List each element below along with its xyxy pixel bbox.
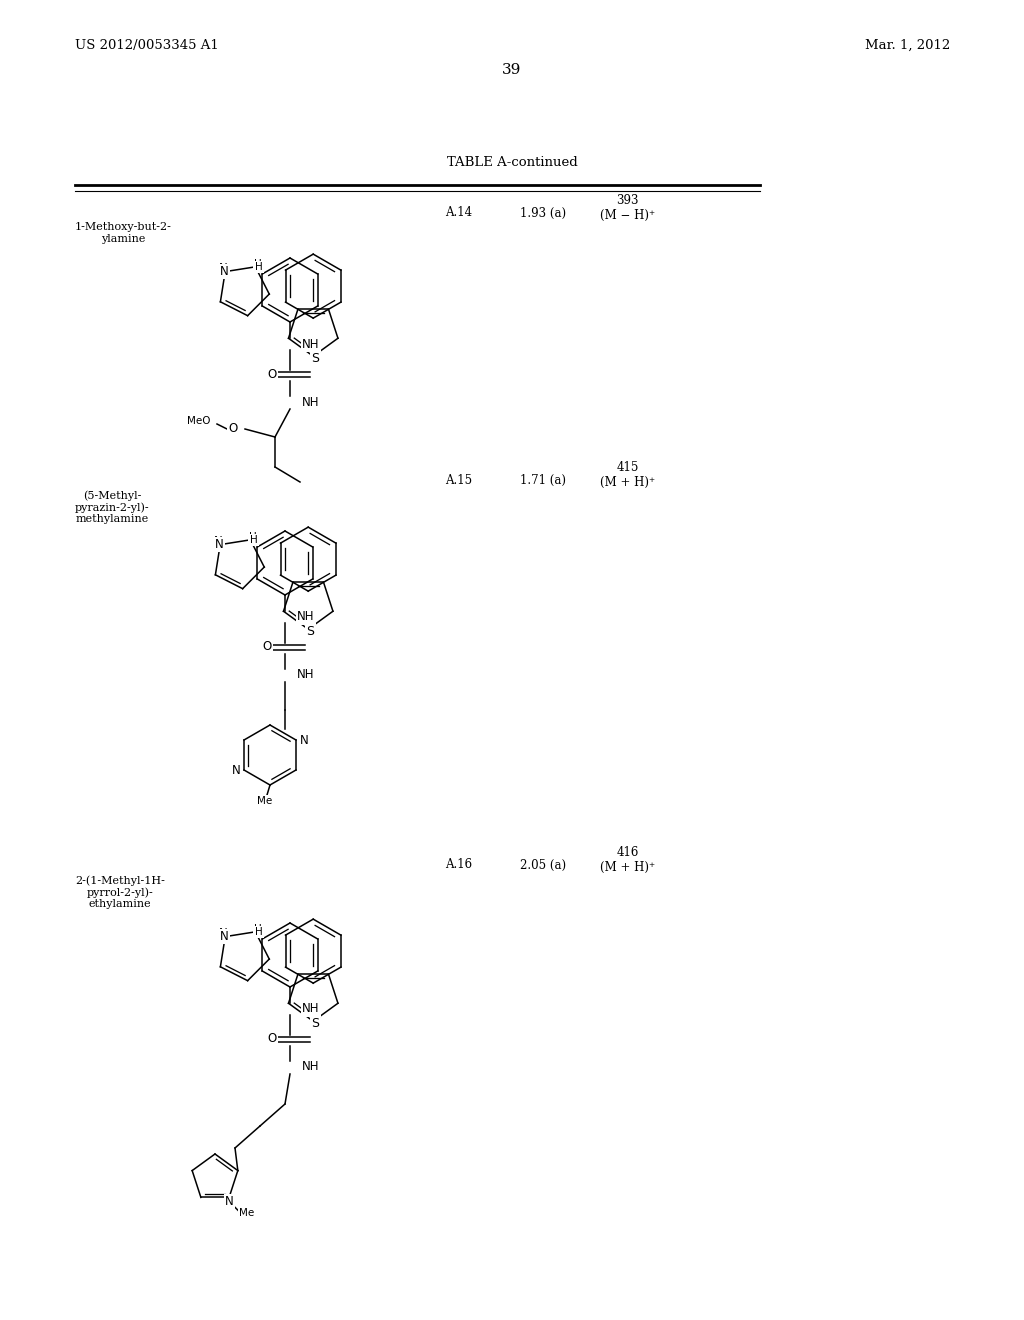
- Text: S: S: [306, 624, 314, 638]
- Text: 39: 39: [503, 63, 521, 77]
- Text: H: H: [256, 261, 263, 272]
- Text: Me: Me: [257, 796, 272, 807]
- Text: N: N: [214, 535, 222, 548]
- Text: N: N: [220, 265, 228, 279]
- Text: N: N: [300, 734, 308, 747]
- Text: N: N: [231, 763, 241, 776]
- Text: H: H: [255, 924, 262, 933]
- Text: 1.93 (a): 1.93 (a): [520, 206, 566, 219]
- Text: N: N: [224, 1195, 233, 1208]
- Text: 415
(M + H)⁺: 415 (M + H)⁺: [600, 461, 655, 488]
- Text: O: O: [228, 422, 238, 436]
- Text: S: S: [311, 1016, 319, 1030]
- Text: H: H: [250, 532, 257, 541]
- Text: 2.05 (a): 2.05 (a): [520, 858, 566, 871]
- Text: O: O: [267, 1032, 276, 1045]
- Text: S: S: [311, 351, 319, 364]
- Text: A.15: A.15: [445, 474, 472, 487]
- Text: 1.71 (a): 1.71 (a): [520, 474, 566, 487]
- Text: Me: Me: [240, 1208, 254, 1218]
- Text: TABLE A-continued: TABLE A-continued: [446, 157, 578, 169]
- Text: H: H: [256, 927, 263, 937]
- Text: NH: NH: [302, 338, 319, 351]
- Text: H: H: [251, 535, 258, 545]
- Text: A.14: A.14: [445, 206, 472, 219]
- Text: A.16: A.16: [445, 858, 472, 871]
- Text: Mar. 1, 2012: Mar. 1, 2012: [864, 38, 950, 51]
- Text: N: N: [215, 539, 223, 552]
- Text: H: H: [255, 259, 262, 269]
- Text: US 2012/0053345 A1: US 2012/0053345 A1: [75, 38, 219, 51]
- Text: NH: NH: [297, 610, 314, 623]
- Text: N: N: [219, 263, 227, 275]
- Text: 416
(M + H)⁺: 416 (M + H)⁺: [600, 846, 655, 874]
- Text: 2-(1-Methyl-1H-
pyrrol-2-yl)-
ethylamine: 2-(1-Methyl-1H- pyrrol-2-yl)- ethylamine: [75, 875, 165, 909]
- Text: NH: NH: [297, 668, 314, 681]
- Text: N: N: [219, 927, 227, 940]
- Text: O: O: [267, 367, 276, 380]
- Text: N: N: [220, 931, 228, 942]
- Text: NH: NH: [302, 1060, 319, 1073]
- Text: (5-Methyl-
pyrazin-2-yl)-
methylamine: (5-Methyl- pyrazin-2-yl)- methylamine: [75, 490, 150, 524]
- Text: NH: NH: [302, 396, 319, 408]
- Text: 393
(M − H)⁺: 393 (M − H)⁺: [600, 194, 655, 222]
- Text: MeO: MeO: [186, 416, 210, 426]
- Text: O: O: [262, 640, 271, 653]
- Text: NH: NH: [302, 1002, 319, 1015]
- Text: 1-Methoxy-but-2-
ylamine: 1-Methoxy-but-2- ylamine: [75, 222, 172, 244]
